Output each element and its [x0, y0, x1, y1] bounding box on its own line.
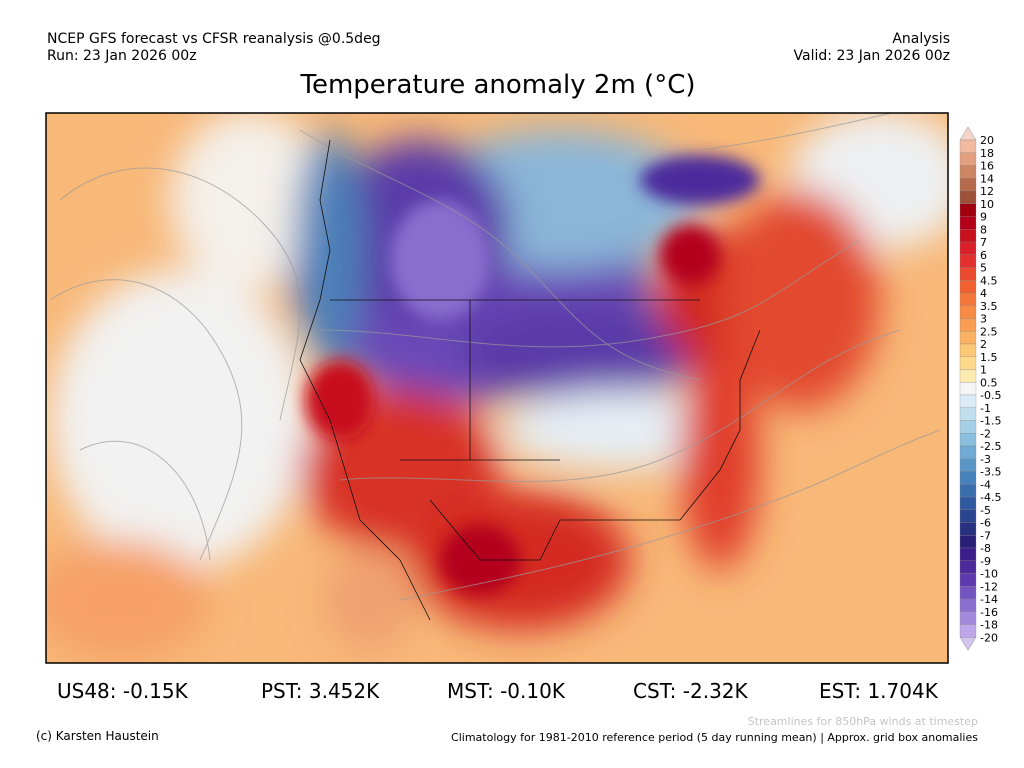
- colorbar-swatch: [959, 267, 977, 281]
- streamlines-note: Streamlines for 850hPa winds at timestep: [747, 715, 978, 728]
- colorbar-label: -3.5: [980, 466, 1001, 479]
- colorbar-swatch: [959, 535, 977, 549]
- colorbar-label: -4: [980, 478, 991, 491]
- colorbar-label: 3: [980, 313, 987, 326]
- colorbar-swatch: [959, 484, 977, 498]
- colorbar-swatch: [959, 369, 977, 383]
- run-line: Run: 23 Jan 2026 00z: [47, 48, 197, 64]
- colorbar-swatch: [959, 331, 977, 345]
- anomaly-map: [46, 113, 948, 663]
- colorbar-label: -2: [980, 427, 991, 440]
- colorbar-label: 2: [980, 338, 987, 351]
- colorbar-swatch: [959, 216, 977, 230]
- colorbar-label: 3.5: [980, 300, 998, 313]
- climatology-note: Climatology for 1981-2010 reference peri…: [451, 731, 978, 744]
- colorbar-label: -6: [980, 517, 991, 530]
- colorbar-label: -12: [980, 580, 998, 593]
- colorbar-label: -16: [980, 606, 998, 619]
- colorbar-label: -8: [980, 542, 991, 555]
- colorbar-label: -10: [980, 568, 998, 581]
- colorbar-swatch: [959, 382, 977, 396]
- colorbar-swatch: [959, 394, 977, 408]
- colorbar-swatch: [959, 280, 977, 294]
- colorbar-swatch: [959, 229, 977, 243]
- colorbar-label: 1.5: [980, 351, 998, 364]
- colorbar-label: 0.5: [980, 376, 998, 389]
- colorbar-swatch: [959, 305, 977, 319]
- colorbar-label: 8: [980, 223, 987, 236]
- colorbar-swatch: [959, 241, 977, 255]
- colorbar-label: -3: [980, 453, 991, 466]
- valid-line: Valid: 23 Jan 2026 00z: [793, 48, 950, 64]
- colorbar-swatch: [959, 152, 977, 166]
- colorbar-swatch: [959, 356, 977, 370]
- colorbar-label: 7: [980, 236, 987, 249]
- colorbar-label: 20: [980, 134, 994, 147]
- colorbar-label: 9: [980, 211, 987, 224]
- colorbar-swatch: [959, 190, 977, 204]
- colorbar-label: -9: [980, 555, 991, 568]
- colorbar-label: 14: [980, 172, 994, 185]
- colorbar-swatch: [959, 509, 977, 523]
- colorbar-label: -5: [980, 504, 991, 517]
- colorbar-label: 12: [980, 185, 994, 198]
- credit: (c) Karsten Haustein: [36, 729, 159, 743]
- stat: PST: 3.452K: [261, 679, 380, 703]
- colorbar-swatch: [959, 496, 977, 510]
- stat: CST: -2.32K: [633, 679, 748, 703]
- colorbar-swatch: [959, 420, 977, 434]
- colorbar-swatch: [959, 573, 977, 587]
- colorbar-swatch: [959, 471, 977, 485]
- colorbar-label: 6: [980, 249, 987, 262]
- colorbar-swatch: [959, 178, 977, 192]
- colorbar-swatch: [959, 611, 977, 625]
- colorbar-label: 5: [980, 262, 987, 275]
- kind-line: Analysis: [892, 31, 950, 47]
- colorbar-swatch: [959, 292, 977, 306]
- colorbar-label: -20: [980, 631, 998, 644]
- stat: MST: -0.10K: [447, 679, 565, 703]
- map-frame: [45, 112, 949, 664]
- model-line: NCEP GFS forecast vs CFSR reanalysis @0.…: [47, 31, 381, 47]
- colorbar: 201816141210987654.543.532.521.510.5-0.5…: [959, 126, 1001, 651]
- colorbar-swatch: [959, 407, 977, 421]
- colorbar-swatch: [959, 139, 977, 153]
- title: Temperature anomaly 2m (°C): [300, 70, 696, 100]
- colorbar-swatch: [959, 203, 977, 217]
- colorbar-label: -1: [980, 402, 991, 415]
- colorbar-swatch: [959, 560, 977, 574]
- colorbar-label: -4.5: [980, 491, 1001, 504]
- colorbar-label: -18: [980, 619, 998, 632]
- colorbar-swatch: [959, 547, 977, 561]
- colorbar-swatch: [959, 624, 977, 638]
- colorbar-swatch: [959, 445, 977, 459]
- colorbar-swatch: [959, 318, 977, 332]
- colorbar-label: -0.5: [980, 389, 1001, 402]
- colorbar-label: -14: [980, 593, 998, 606]
- colorbar-swatch: [959, 458, 977, 472]
- colorbar-swatch: [959, 165, 977, 179]
- colorbar-swatch: [959, 598, 977, 612]
- colorbar-label: -2.5: [980, 440, 1001, 453]
- colorbar-label: 10: [980, 198, 994, 211]
- colorbar-swatch: [959, 586, 977, 600]
- colorbar-label: -1.5: [980, 415, 1001, 428]
- colorbar-label: 16: [980, 160, 994, 173]
- colorbar-label: 2.5: [980, 325, 998, 338]
- colorbar-label: 1: [980, 364, 987, 377]
- colorbar-swatch: [959, 433, 977, 447]
- stat: US48: -0.15K: [57, 679, 188, 703]
- colorbar-swatch: [959, 254, 977, 268]
- colorbar-label: 18: [980, 147, 994, 160]
- colorbar-label: 4.5: [980, 274, 998, 287]
- colorbar-arrow: [959, 637, 977, 651]
- colorbar-swatch: [959, 522, 977, 536]
- colorbar-label: -7: [980, 529, 991, 542]
- colorbar-swatch: [959, 343, 977, 357]
- colorbar-label: 4: [980, 287, 987, 300]
- colorbar-arrow: [959, 126, 977, 141]
- stat: EST: 1.704K: [819, 679, 938, 703]
